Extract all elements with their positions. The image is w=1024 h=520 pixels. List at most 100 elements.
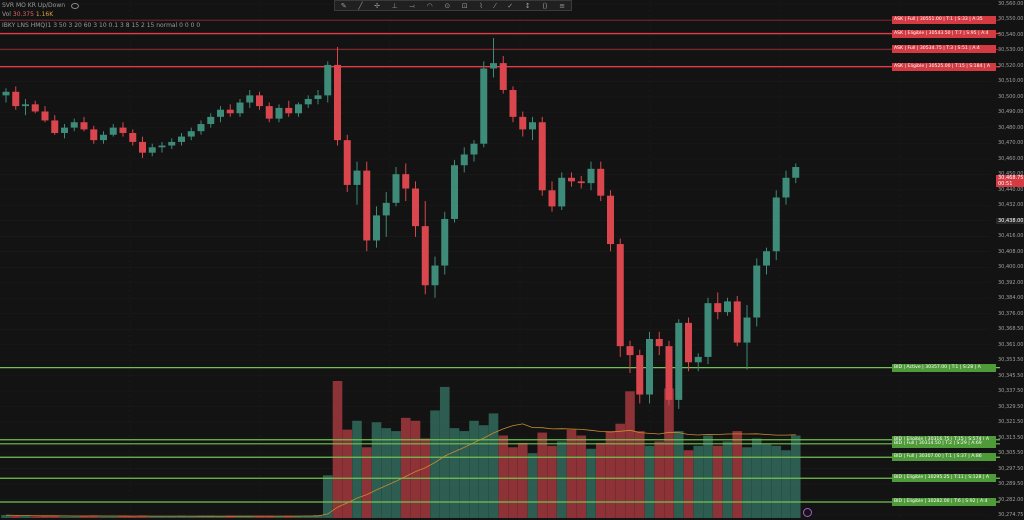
drawing-tool-icon[interactable]: ⟨⟩ bbox=[542, 1, 548, 10]
drawing-tool-icon[interactable]: ✎ bbox=[340, 1, 347, 10]
volume-bar bbox=[761, 444, 772, 518]
volume-bar bbox=[371, 422, 382, 518]
drawing-tool-icon[interactable]: ⊡ bbox=[461, 1, 468, 10]
candle-body bbox=[70, 122, 78, 128]
volume-bar bbox=[391, 431, 401, 518]
y-tick-label: 30,440.00 bbox=[998, 186, 1024, 193]
drawing-tool-icon[interactable]: ⊥ bbox=[391, 1, 398, 10]
volume-bar bbox=[459, 431, 470, 518]
candle-body bbox=[499, 63, 507, 90]
y-tick-label: 30,416.00 bbox=[998, 233, 1024, 240]
candle-body bbox=[109, 127, 117, 135]
volume-bar bbox=[186, 516, 197, 518]
volume-bar bbox=[176, 515, 187, 518]
drawing-tool-icon[interactable]: ⁄ bbox=[494, 1, 496, 10]
volume-bar bbox=[118, 515, 128, 518]
order-level-tag: ASK | Full | 30534.75 | T:3 | S:51 | A:4 bbox=[892, 45, 996, 54]
volume-bar bbox=[225, 515, 236, 518]
candle-body bbox=[480, 68, 488, 144]
volume-bar bbox=[293, 515, 304, 518]
settings-icon[interactable] bbox=[803, 508, 812, 517]
volume-bar bbox=[361, 447, 372, 518]
y-tick-label: 30,540.00 bbox=[998, 31, 1024, 38]
candle-body bbox=[763, 251, 770, 266]
volume-bar bbox=[556, 441, 567, 518]
y-tick-label: 30,560.00 bbox=[998, 1, 1024, 7]
candle-body bbox=[285, 107, 293, 114]
volume-bars bbox=[1, 381, 801, 518]
candle-body bbox=[168, 141, 176, 146]
y-tick-label: 30,361.00 bbox=[998, 341, 1024, 348]
candle-body bbox=[441, 218, 449, 266]
drawing-tool-icon[interactable]: ◠ bbox=[426, 1, 433, 10]
volume-bar bbox=[147, 516, 158, 518]
candle-body bbox=[577, 181, 585, 184]
candle-body bbox=[431, 265, 439, 286]
candle-body bbox=[256, 95, 263, 107]
order-level-tag: BID | Eligible | 30295.25 | T:11 | S:128… bbox=[892, 474, 996, 483]
volume-bar bbox=[469, 420, 479, 518]
y-tick-label: 30,408.00 bbox=[998, 248, 1024, 255]
candle-body bbox=[236, 102, 244, 114]
volume-bar bbox=[322, 475, 333, 518]
drawing-tool-icon[interactable]: ╱ bbox=[358, 1, 363, 10]
candle-body bbox=[2, 91, 10, 96]
candle-body bbox=[22, 104, 29, 107]
y-tick-label: 30,510.00 bbox=[998, 78, 1024, 85]
y-tick-label: 30,329.50 bbox=[998, 403, 1024, 410]
drawing-tool-icon[interactable]: ⊙ bbox=[444, 1, 451, 10]
y-tick-label: 30,376.00 bbox=[998, 310, 1024, 317]
y-tick-label: 30,368.50 bbox=[998, 326, 1024, 333]
y-tick-label: 30,337.50 bbox=[998, 388, 1024, 395]
candle-body bbox=[714, 303, 722, 313]
volume-bar bbox=[771, 445, 782, 518]
volume-bar bbox=[79, 515, 89, 518]
y-tick-label: 30,345.50 bbox=[998, 372, 1024, 379]
drawing-tool-icon[interactable]: ✓ bbox=[507, 1, 514, 10]
candle-body bbox=[187, 131, 195, 137]
y-tick-label: 30,460.00 bbox=[998, 155, 1024, 162]
volume-bar bbox=[547, 445, 557, 518]
volume-bar bbox=[215, 516, 226, 518]
volume-bar bbox=[742, 447, 752, 518]
drawing-tool-icon[interactable]: ⌇ bbox=[479, 1, 483, 10]
order-level-tag: ASK | Eligible | 30543.50 | T:7 | S:95 |… bbox=[892, 29, 996, 38]
y-tick-label: 30,432.00 bbox=[998, 202, 1024, 209]
candle-body bbox=[616, 244, 624, 347]
y-tick-label: 30,297.50 bbox=[998, 465, 1024, 472]
candle-body bbox=[353, 170, 361, 185]
crosshair-price-tag: 30,438.00 bbox=[996, 218, 1024, 224]
volume-bar bbox=[722, 441, 733, 518]
candle-body bbox=[519, 116, 527, 130]
eye-icon[interactable] bbox=[71, 2, 80, 9]
candle-body bbox=[782, 177, 790, 198]
volume-bar bbox=[439, 386, 450, 518]
volume-bar bbox=[254, 515, 265, 518]
candle-body bbox=[324, 64, 332, 96]
candle-body bbox=[753, 265, 761, 318]
candle-body bbox=[421, 226, 429, 286]
candle-body bbox=[363, 170, 371, 241]
candle-body bbox=[685, 322, 692, 363]
drawing-tool-icon[interactable]: ↕ bbox=[524, 1, 531, 10]
volume-bar bbox=[157, 516, 167, 518]
last-price-tag: 30,468.75 00:51 bbox=[996, 175, 1024, 187]
candle-body bbox=[675, 322, 683, 400]
drawing-tool-icon[interactable]: ✢ bbox=[374, 1, 381, 10]
y-tick-label: 30,490.00 bbox=[998, 109, 1024, 116]
drawing-tool-icon[interactable]: ⤙ bbox=[409, 1, 415, 10]
y-tick-label: 30,500.00 bbox=[998, 93, 1024, 100]
drawing-toolbar: ✎ ╱ ✢ ⊥ ⤙ ◠ ⊙ ⊡ ⌇ ⁄ ✓ ↕ ⟨⟩ ≡ bbox=[334, 0, 572, 11]
volume-bar bbox=[673, 431, 684, 518]
volume-bar bbox=[790, 435, 801, 518]
candle-body bbox=[704, 303, 712, 357]
volume-bar bbox=[498, 435, 509, 518]
y-tick-label: 30,550.00 bbox=[998, 16, 1024, 23]
volume-bar bbox=[517, 442, 528, 518]
candle-body bbox=[275, 107, 283, 119]
volume-bar bbox=[235, 515, 245, 518]
candle-body bbox=[314, 95, 322, 99]
drawing-tool-icon[interactable]: ≡ bbox=[559, 1, 566, 10]
volume-bar bbox=[478, 425, 489, 518]
